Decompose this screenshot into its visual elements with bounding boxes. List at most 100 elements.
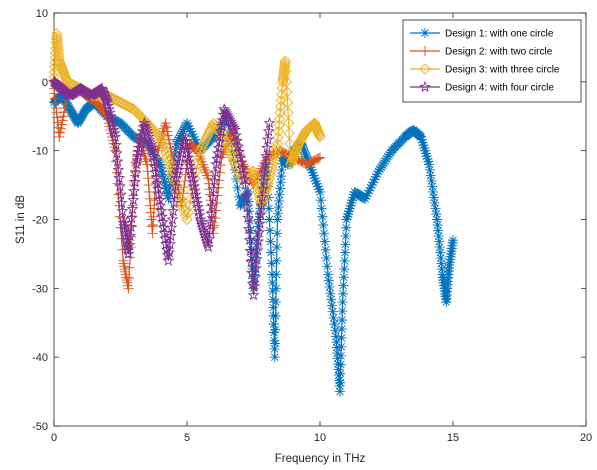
data-point (113, 171, 126, 184)
axis-ticks: 0 5 10 15 20 -50 -40 -30 -20 -10 0 10 (32, 8, 592, 444)
data-point (266, 162, 278, 174)
data-point (328, 312, 339, 323)
data-point (263, 203, 274, 214)
data-point (376, 162, 387, 173)
data-point (51, 33, 63, 45)
data-point (202, 240, 215, 253)
data-point (269, 343, 280, 354)
data-point (269, 335, 280, 346)
data-point (113, 180, 126, 192)
data-point (106, 116, 118, 129)
data-point (244, 215, 255, 226)
data-point (189, 134, 200, 145)
data-point (419, 142, 430, 153)
data-point (233, 191, 244, 202)
data-point (244, 206, 255, 217)
data-point (256, 191, 269, 203)
data-point (308, 170, 319, 181)
data-point (60, 98, 71, 109)
data-point (102, 103, 115, 115)
legend-marker (420, 28, 430, 38)
data-point (166, 147, 177, 158)
data-point (52, 44, 64, 56)
data-point (112, 116, 123, 127)
data-point (369, 174, 380, 185)
data-point (267, 277, 278, 288)
data-point (326, 300, 337, 311)
data-point (261, 164, 272, 175)
data-point (260, 149, 273, 162)
data-point (264, 214, 275, 225)
data-point (272, 125, 285, 138)
data-point (52, 112, 63, 123)
data-point (155, 159, 166, 170)
data-point (169, 149, 180, 160)
data-point (331, 342, 342, 353)
data-point (55, 123, 66, 134)
data-point (337, 314, 348, 325)
legend-marker (420, 46, 430, 56)
data-point (199, 232, 212, 244)
data-point (100, 93, 113, 105)
data-point (124, 229, 137, 242)
data-point (51, 107, 62, 118)
data-point (163, 130, 174, 141)
data-point (261, 133, 274, 145)
data-point (448, 235, 458, 246)
data-point (208, 174, 221, 187)
data-point (360, 193, 371, 204)
data-point (188, 131, 199, 142)
data-point (163, 237, 176, 250)
data-point (144, 193, 155, 204)
data-point (283, 158, 294, 169)
data-point (52, 41, 64, 54)
data-point (102, 99, 114, 112)
data-point (51, 30, 63, 43)
data-point (343, 208, 354, 219)
data-point (110, 147, 123, 159)
data-point (276, 171, 287, 182)
data-point (322, 261, 333, 272)
data-point (168, 160, 179, 171)
data-point (156, 166, 167, 177)
data-point (341, 222, 352, 233)
data-point (129, 167, 142, 179)
data-point (161, 151, 173, 164)
data-point (206, 120, 218, 132)
data-point (209, 166, 222, 178)
data-point (149, 203, 160, 214)
data-point (178, 205, 190, 217)
data-point (119, 226, 132, 239)
data-point (168, 188, 181, 200)
data-point (58, 111, 69, 122)
data-point (123, 283, 134, 294)
data-point (54, 131, 65, 142)
data-point (156, 135, 168, 147)
data-point (144, 138, 157, 151)
data-point (177, 126, 188, 137)
data-point (312, 181, 323, 192)
data-point (180, 209, 192, 222)
data-point (128, 184, 141, 197)
data-point (255, 199, 268, 211)
data-point (341, 214, 352, 225)
data-point (181, 213, 193, 226)
data-point (122, 247, 135, 259)
data-point (330, 331, 341, 342)
data-point (156, 162, 167, 173)
data-point (147, 220, 158, 231)
data-point (249, 271, 262, 283)
data-point (431, 208, 442, 219)
data-point (112, 163, 125, 176)
data-point (322, 269, 333, 280)
data-point (185, 126, 196, 137)
data-point (430, 203, 441, 214)
data-point (128, 176, 141, 188)
data-point (248, 169, 260, 181)
data-point (253, 217, 266, 229)
legend: Design 1: with one circle Design 2: with … (402, 19, 582, 103)
data-point (249, 262, 262, 274)
data-point (199, 162, 210, 173)
data-point (121, 275, 132, 286)
